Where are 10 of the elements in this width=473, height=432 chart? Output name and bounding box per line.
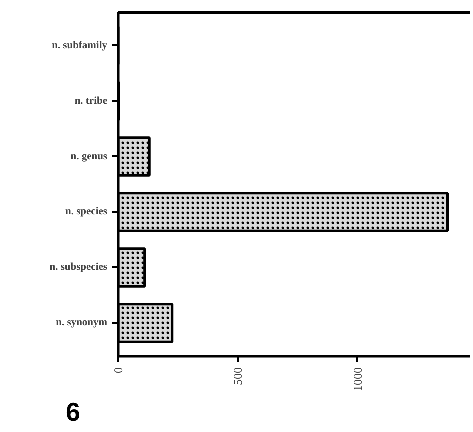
x-tick-label: 500	[231, 368, 246, 386]
y-tick-label: n. synonym	[56, 318, 108, 329]
y-tick-label: n. subspecies	[50, 262, 108, 274]
x-tick-label: 1000	[350, 368, 365, 392]
y-tick-label: n. subfamily	[52, 40, 108, 52]
text: 6	[66, 396, 80, 428]
y-tick-label: n. tribe	[74, 96, 108, 107]
y-tick-label: n. species	[66, 206, 108, 218]
x-tick-label: 0	[112, 368, 126, 374]
y-tick-label: n. genus	[70, 151, 108, 162]
